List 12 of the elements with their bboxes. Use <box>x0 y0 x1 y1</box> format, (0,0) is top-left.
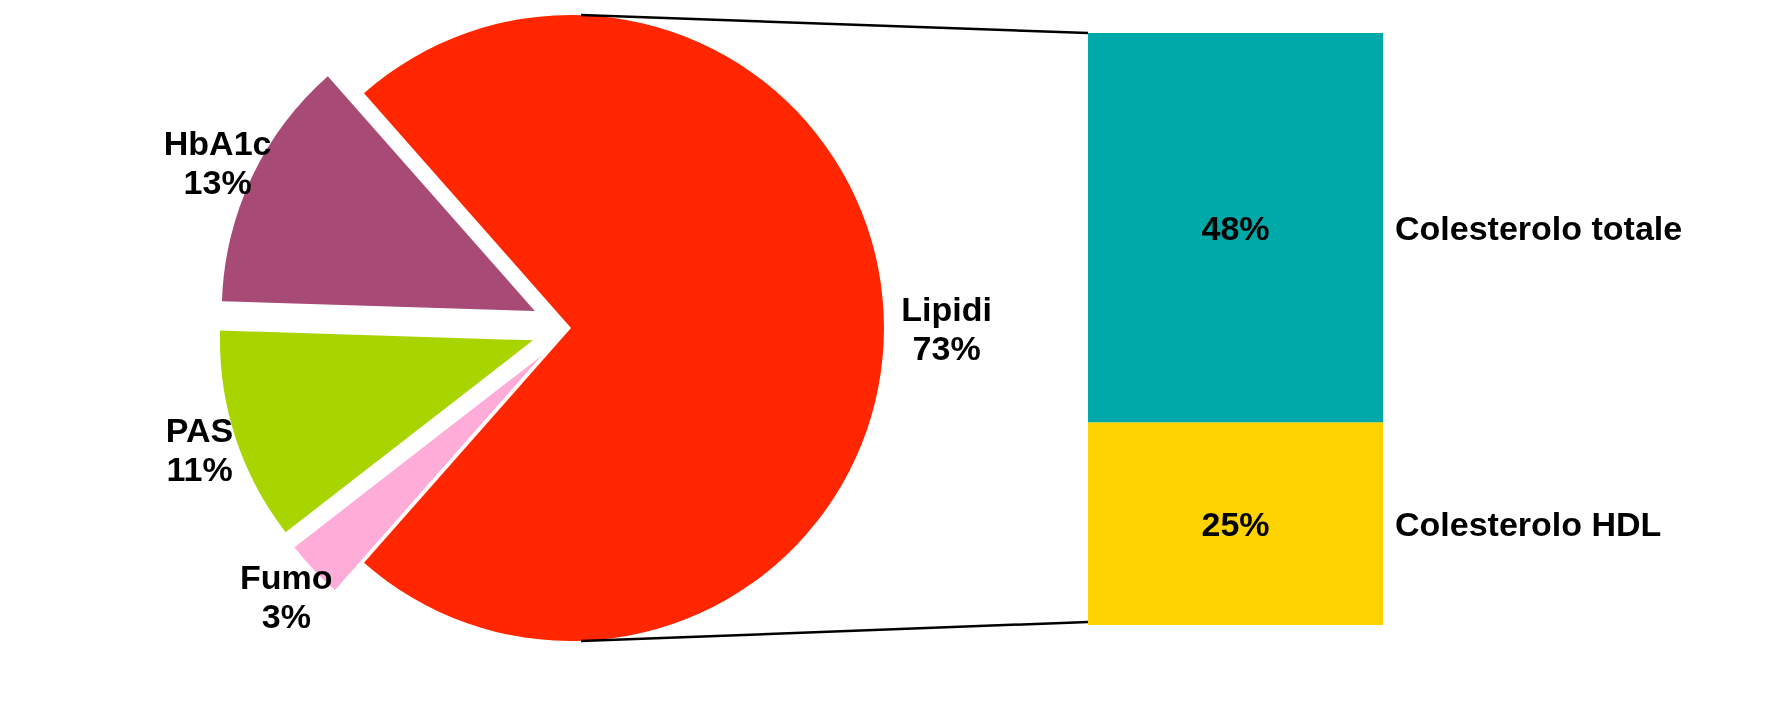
slice-label: PAS <box>165 410 234 449</box>
data-label: 13% <box>183 163 252 202</box>
data-label: 48% <box>1201 208 1270 247</box>
slice-label: HbA1c <box>163 123 272 162</box>
data-label: 3% <box>261 596 311 635</box>
series-label: Colesterolo totale <box>1395 208 1683 247</box>
slice-label: Fumo <box>240 557 333 596</box>
data-label: 25% <box>1201 504 1270 543</box>
series-label: Colesterolo HDL <box>1395 504 1662 543</box>
data-label: 73% <box>912 329 981 368</box>
slice-label: Lipidi <box>901 290 992 329</box>
data-label: 11% <box>166 449 233 488</box>
